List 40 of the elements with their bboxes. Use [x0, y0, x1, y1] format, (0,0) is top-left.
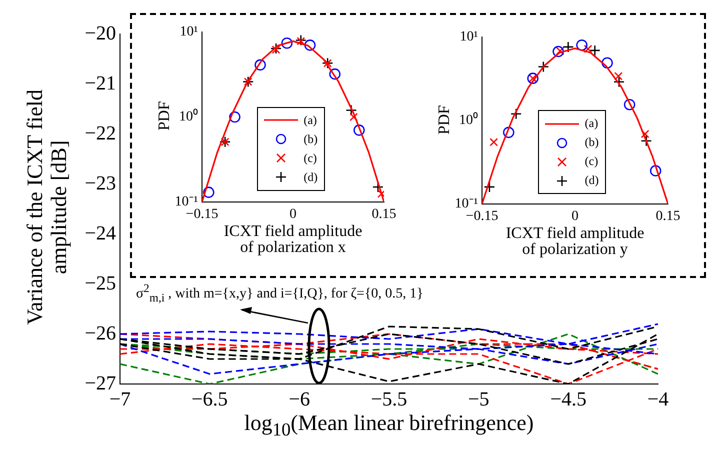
- y-tick-label: 10⁻¹: [174, 194, 198, 210]
- y-tick-label: −26: [84, 322, 116, 344]
- x-tick-label: −6: [288, 388, 310, 410]
- legend-label: (c): [584, 154, 598, 170]
- legend-label: (b): [584, 135, 599, 150]
- x-tick-label: −0.15: [186, 207, 218, 222]
- x-tick-label: 0: [572, 209, 578, 224]
- y-tick-label: −21: [84, 72, 116, 94]
- y-tick-label: −20: [84, 22, 116, 44]
- x-axis-title: log$_{10}$(Mean linear birefringence): [243, 410, 535, 440]
- x-tick-label: −4.5: [550, 388, 586, 410]
- y-axis-title: Variance of the ICXT field amplitude [dB]: [22, 88, 72, 327]
- x-tick-label: −0.15: [466, 209, 498, 224]
- y-tick-label: 10⁰: [459, 112, 478, 128]
- x-tick-label: 0.15: [656, 209, 680, 224]
- y-axis-title: PDF: [156, 100, 174, 132]
- legend-label: (d): [584, 173, 599, 188]
- legend-label: (b): [304, 132, 318, 147]
- x-axis-title: ICXT field amplitude of polarization x: [224, 223, 362, 256]
- y-tick-label: −24: [84, 222, 116, 244]
- x-tick-label: −5: [468, 388, 490, 410]
- legend-label: (d): [304, 170, 318, 185]
- x-tick-label: −5.5: [370, 388, 408, 410]
- x-tick-label: 0: [290, 207, 296, 222]
- y-tick-label: 10¹: [460, 30, 478, 45]
- y-tick-label: 10⁰: [179, 108, 198, 125]
- x-tick-label: 0.15: [372, 207, 396, 222]
- legend-label: (c): [304, 150, 317, 166]
- y-tick-label: −22: [84, 122, 116, 144]
- legend-label: (a): [304, 112, 317, 128]
- x-tick-label: −6.5: [192, 388, 228, 410]
- y-axis-title: PDF: [436, 104, 454, 136]
- y-tick-label: 10¹: [180, 24, 198, 40]
- x-axis-title: ICXT field amplitude of polarization y: [504, 225, 646, 258]
- legend-label: (a): [584, 116, 598, 132]
- x-tick-label: −4: [647, 388, 669, 410]
- y-tick-label: −25: [84, 272, 116, 294]
- annotation: σ$^{2}$$_{m,i}$ , with m={x,y} and i={I,Q}, for ζ={0, 0.5, 1}: [136, 282, 424, 304]
- y-tick-label: 10⁻¹: [454, 196, 478, 212]
- y-tick-label: −23: [84, 172, 116, 194]
